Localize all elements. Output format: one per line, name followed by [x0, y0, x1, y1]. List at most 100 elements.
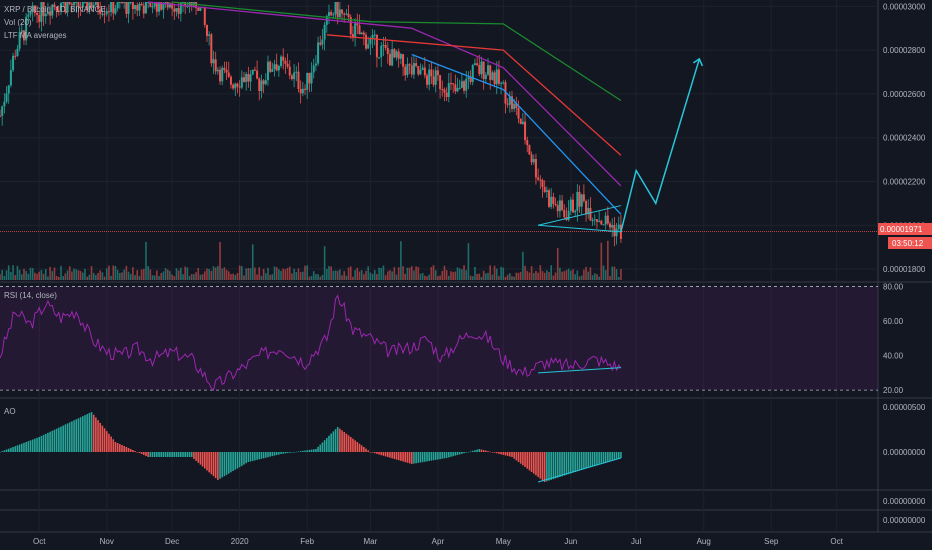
volume-bar	[241, 266, 243, 280]
candle-body	[576, 191, 579, 211]
candle-body	[92, 4, 95, 8]
ao-bar	[365, 448, 367, 452]
candle-body	[319, 42, 322, 45]
candle-body	[142, 5, 145, 14]
candle-body	[284, 60, 287, 64]
ao-bar	[415, 452, 417, 464]
ao-bar	[232, 452, 234, 471]
candle-body	[380, 45, 383, 58]
candle-body	[232, 84, 235, 89]
volume-bar	[572, 269, 574, 280]
volume-bar	[363, 274, 365, 280]
rsi-tick-label: 80.00	[883, 282, 904, 291]
ao-bar	[384, 452, 387, 457]
candle-body	[164, 2, 167, 4]
volume-bar	[64, 273, 67, 280]
ao-legend[interactable]: AO	[4, 407, 16, 416]
ao-bar	[493, 452, 496, 453]
ao-bar	[234, 452, 237, 470]
volume-bar	[454, 271, 457, 280]
ao-bar	[5, 449, 8, 452]
candle-body	[1, 106, 4, 117]
candle-body	[253, 69, 256, 71]
ao-bar	[352, 438, 354, 452]
ao-bar	[343, 432, 346, 452]
volume-bar	[546, 270, 548, 280]
ao-bar	[186, 452, 189, 457]
candle-body	[225, 69, 228, 73]
ao-bar	[77, 418, 80, 452]
volume-bar	[354, 270, 356, 280]
ao-bar	[149, 452, 152, 457]
candle-body	[504, 82, 507, 104]
volume-bar	[428, 274, 430, 280]
ao-bar	[482, 450, 485, 452]
ao-bar	[487, 451, 489, 452]
ao-bar	[286, 452, 289, 454]
price-candles	[0, 2, 622, 247]
ao-bar	[561, 452, 563, 477]
ao-bar	[410, 452, 413, 464]
candle-body	[9, 70, 12, 86]
volume-bar	[352, 276, 354, 280]
ma-legend[interactable]: LTF MA averages	[4, 31, 67, 40]
volume-bar	[493, 265, 496, 280]
volume-bar	[406, 267, 409, 280]
candle-body	[312, 65, 315, 73]
candle-body	[543, 186, 546, 193]
ao-bar	[563, 452, 566, 476]
volume-bar	[79, 270, 82, 280]
candle-body	[415, 63, 418, 67]
volume-bar	[495, 268, 498, 280]
volume-bar	[36, 273, 38, 280]
time-tick-label: Nov	[100, 537, 114, 546]
ao-bar	[295, 451, 298, 453]
volume-bar	[371, 273, 374, 280]
volume-bar	[341, 275, 343, 280]
time-tick-label: Dec	[165, 537, 179, 546]
candle-body	[471, 65, 474, 82]
ma-line	[326, 34, 622, 156]
ao-bar	[373, 452, 376, 454]
ao-bar	[223, 452, 226, 477]
candle-body	[271, 69, 274, 72]
candle-body	[419, 69, 422, 75]
candle-body	[199, 7, 202, 11]
candle-body	[266, 61, 269, 81]
candle-body	[88, 2, 91, 10]
candle-body	[397, 51, 400, 59]
ao-bar	[145, 452, 147, 456]
candle-body	[18, 32, 21, 49]
ao-bar	[376, 452, 378, 454]
rsi-legend[interactable]: RSI (14, close)	[4, 291, 57, 300]
candle-body	[338, 9, 341, 18]
candle-body	[473, 63, 476, 66]
candle-body	[297, 71, 300, 89]
candle-body	[615, 228, 618, 237]
candle-body	[465, 78, 468, 91]
volume-bar	[177, 270, 180, 280]
volume-bar	[134, 275, 136, 280]
volume-bar	[347, 267, 350, 280]
volume-bar	[203, 271, 206, 280]
symbol-legend[interactable]: XRP / Bitcoin, 1D, BINANCE	[4, 5, 106, 14]
volume-bar	[16, 265, 19, 280]
candle-body	[155, 2, 158, 12]
ao-bar	[430, 452, 433, 461]
volume-bar	[330, 266, 332, 280]
candle-body	[602, 224, 605, 226]
volume-bar	[68, 266, 71, 280]
volume-bar	[92, 272, 95, 280]
candle-body	[203, 7, 206, 25]
ao-bar	[236, 452, 239, 469]
volume-bar	[561, 271, 563, 280]
volume-bar	[230, 273, 232, 280]
volume-bar	[269, 274, 271, 280]
ao-bar	[212, 452, 215, 477]
ao-bar	[241, 452, 243, 466]
volume-legend[interactable]: Vol (20)	[4, 18, 32, 27]
candle-body	[421, 67, 424, 70]
candle-body	[430, 69, 433, 77]
candle-body	[598, 220, 601, 222]
ao-bar	[580, 452, 583, 470]
